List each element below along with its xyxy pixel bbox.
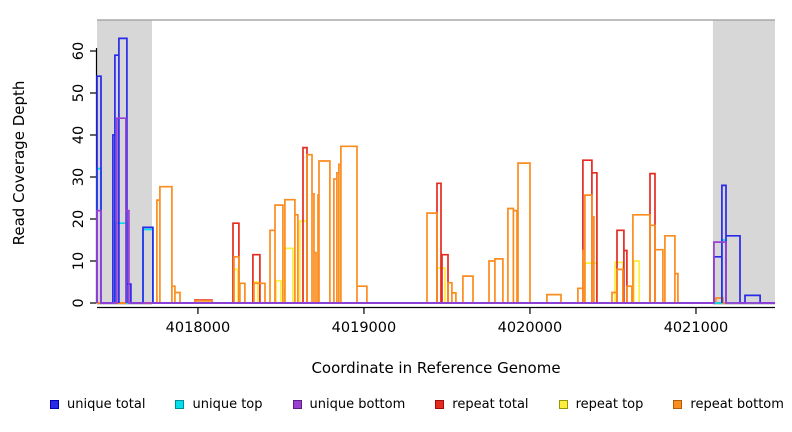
y-tick-label: 10	[71, 252, 87, 270]
series-unique-total	[96, 37, 775, 304]
legend-label: unique total	[67, 396, 146, 412]
shaded-region	[712, 20, 775, 305]
legend-swatch-icon	[175, 399, 185, 409]
legend-item-repeat-bottom: repeat bottom	[673, 397, 784, 412]
legend-label: unique bottom	[309, 396, 406, 412]
legend-swatch-icon	[292, 399, 302, 409]
coverage-plot: 0 10 20 30 40 50 60 4018000 4019000 4020000 402100…	[71, 19, 775, 336]
y-tick-label: 30	[71, 168, 87, 186]
series-repeat-bottom	[97, 145, 775, 304]
y-tick-label: 0	[71, 298, 87, 307]
legend-item-repeat-top: repeat top	[558, 396, 644, 412]
legend-swatch-icon	[673, 399, 683, 409]
y-axis-title: Read Coverage Depth	[10, 80, 28, 246]
legend-label: unique top	[192, 396, 263, 412]
x-tick-label: 4018000	[166, 320, 231, 336]
y-tick-label: 60	[71, 42, 87, 60]
x-tick-label: 4019000	[332, 320, 397, 336]
legend-swatch-icon	[50, 399, 59, 409]
legend: unique total unique top unique bottom repea…	[50, 394, 784, 414]
series-repeat-top	[97, 220, 775, 304]
x-tick-label: 4020000	[498, 320, 563, 336]
legend-item-unique-total: unique total	[50, 397, 145, 412]
x-tick-label: 4021000	[664, 320, 729, 336]
y-tick-label: 50	[71, 84, 87, 102]
legend-label: repeat total	[452, 396, 529, 412]
x-axis-title: Coordinate in Reference Genome	[311, 359, 561, 377]
legend-item-unique-bottom: unique bottom	[292, 396, 406, 412]
y-tick-label: 20	[71, 210, 87, 228]
series-unique-bottom	[96, 117, 775, 304]
legend-label: repeat top	[575, 396, 644, 412]
legend-swatch-icon	[435, 399, 445, 409]
legend-swatch-icon	[558, 399, 568, 409]
legend-item-unique-top: unique top	[175, 396, 263, 412]
series-repeat-total	[97, 146, 775, 304]
y-tick-label: 40	[71, 126, 87, 144]
legend-item-repeat-total: repeat total	[435, 396, 529, 412]
legend-label: repeat bottom	[690, 396, 784, 412]
